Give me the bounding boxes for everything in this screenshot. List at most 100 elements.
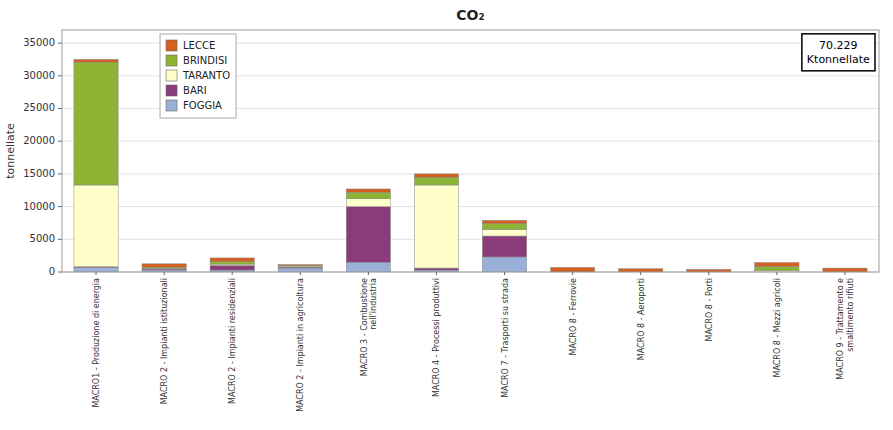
x-tick (436, 272, 437, 275)
x-tick-label: MACRO 9 - Trattamento esmaltimento rifiu… (836, 278, 855, 380)
bar-segment (414, 185, 458, 268)
bar-segment (278, 265, 322, 267)
bar-segment (210, 265, 254, 270)
x-tick-label: MACRO 3 - Combustionenell'industria (360, 278, 379, 376)
x-tick-label-line: MACRO 7 - Trasporti su strada (501, 278, 510, 398)
legend-label: FOGGIA (183, 100, 222, 111)
x-tick-label-line: MACRO 9 - Trattamento e (836, 278, 845, 380)
bar-segment (346, 199, 390, 207)
annotation-text: 70.229Ktonnellate (807, 39, 870, 66)
y-tick-label: 5000 (30, 233, 55, 244)
y-tick (58, 43, 62, 44)
x-tick-label-line: MACRO 8 - Aeroporti (637, 278, 646, 360)
bar-segment (210, 258, 254, 262)
bar-segment (823, 268, 867, 272)
y-axis-label: tonnellate (4, 123, 17, 179)
bar-segment (755, 263, 799, 267)
bar-segment (550, 267, 594, 272)
legend-swatch (166, 70, 177, 81)
y-tick (58, 173, 62, 174)
x-tick-label: MACRO 8 - Porti (705, 278, 714, 341)
x-tick (300, 272, 301, 275)
annotation-line: 70.229 (819, 39, 858, 52)
y-tick (58, 108, 62, 109)
y-tick-label: 35000 (23, 37, 55, 48)
bar-segment (414, 174, 458, 177)
grid-line (62, 239, 879, 240)
x-tick-label: MACRO 2 - Impianti istituzionali (160, 278, 169, 404)
x-tick-label-line: nell'industria (369, 278, 378, 330)
y-tick-label: 30000 (23, 70, 55, 81)
x-tick-label: MACRO 8 - Ferrovie (569, 278, 578, 355)
plot-area (62, 30, 879, 272)
x-tick-label-line: smaltimento rifiuti (846, 278, 855, 352)
x-tick (504, 272, 505, 275)
y-tick-label: 20000 (23, 135, 55, 146)
x-tick-label: MACRO 8 - Mezzi agricoli (773, 278, 782, 378)
bar-segment (482, 229, 526, 236)
x-tick-label-line: MACRO 2 - Impianti in agricoltura (296, 278, 305, 412)
x-tick (572, 272, 573, 275)
legend-swatch (166, 40, 177, 51)
chart: 0 5000 10000 15000 20000 25000 30000 35000 MACRO… (0, 0, 893, 430)
y-tick (58, 141, 62, 142)
y-tick-label: 0 (49, 266, 55, 277)
bar-segment (346, 262, 390, 272)
bar-segment (414, 177, 458, 185)
bar-segment (278, 267, 322, 269)
grid-line (62, 141, 879, 142)
annotation-line: Ktonnellate (807, 53, 870, 66)
bar-segment (278, 268, 322, 272)
x-tick-label-line: MACRO 8 - Porti (705, 278, 714, 341)
bar-segment (482, 236, 526, 257)
x-tick (640, 272, 641, 275)
bar-segment (482, 220, 526, 223)
bar-segment (74, 185, 118, 267)
legend-label: LECCE (183, 40, 215, 51)
legend-swatch (166, 100, 177, 111)
x-tick-label-line: MACRO 8 - Mezzi agricoli (773, 278, 782, 378)
legend: LECCEBRINDISITARANTOBARIFOGGIA (160, 34, 236, 118)
x-tick (96, 272, 97, 275)
y-tick-label: 25000 (23, 102, 55, 113)
legend-swatch (166, 55, 177, 66)
bar-segment (74, 267, 118, 272)
y-tick-label: 10000 (23, 201, 55, 212)
grid-line (62, 173, 879, 174)
x-tick-label: MACRO 8 - Aeroporti (637, 278, 646, 360)
y-tick-label: 15000 (23, 168, 55, 179)
x-tick-label: MACRO 2 - Impianti residenziali (228, 278, 237, 404)
bar-segment (142, 264, 186, 268)
bar-segment (482, 224, 526, 230)
bar-segment (414, 268, 458, 270)
y-tick (58, 239, 62, 240)
x-tick-label-line: MACRO 2 - Impianti istituzionali (160, 278, 169, 404)
bar-segment (210, 262, 254, 265)
x-tick-label-line: MACRO1 - Produzione di energia (92, 278, 101, 408)
bar-segment (346, 207, 390, 263)
legend-box (160, 34, 236, 118)
annotation-box (802, 34, 875, 71)
legend-label: BARI (183, 85, 207, 96)
x-tick (164, 272, 165, 275)
legend-swatch (166, 85, 177, 96)
x-tick-label: MACRO1 - Produzione di energia (92, 278, 101, 408)
x-tick-label: MACRO 2 - Impianti in agricoltura (296, 278, 305, 412)
x-tick-label-line: MACRO 8 - Ferrovie (569, 278, 578, 355)
plot-frame (62, 30, 879, 272)
x-tick (708, 272, 709, 275)
x-tick (776, 272, 777, 275)
bars (74, 59, 867, 272)
x-tick (232, 272, 233, 275)
y-tick (58, 272, 62, 273)
x-tick (844, 272, 845, 275)
x-tick-label-line: MACRO 4 - Processi produttivi (432, 278, 441, 397)
legend-label: BRINDISI (183, 55, 227, 66)
y-tick (58, 206, 62, 207)
x-tick-label-line: MACRO 2 - Impianti residenziali (228, 278, 237, 404)
bar-segment (482, 257, 526, 272)
x-tick-label-line: MACRO 3 - Combustione (360, 278, 369, 376)
bar-segment (74, 62, 118, 185)
bar-segment (142, 269, 186, 271)
title: CO₂ (456, 7, 484, 23)
